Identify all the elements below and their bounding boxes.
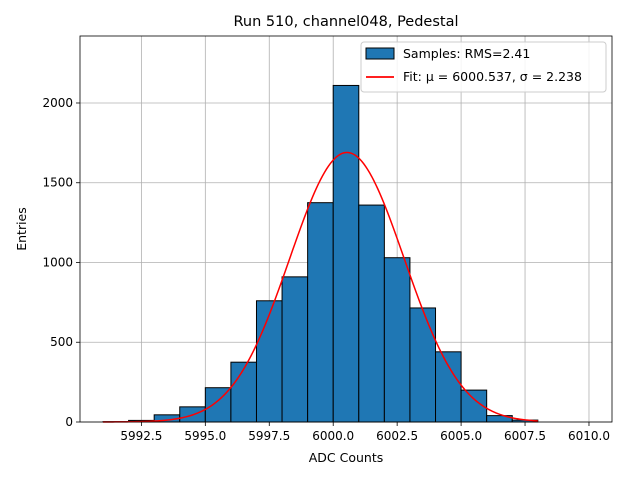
y-axis-label: Entries [14, 207, 29, 251]
histogram-bar-9 [332, 84, 360, 423]
fit-curve [103, 151, 538, 423]
histogram-bar-11 [383, 257, 411, 423]
x-tick-label-4: 6002.5 [376, 429, 418, 443]
histogram-bar-8 [307, 202, 334, 423]
chart-title: Run 510, channel048, Pedestal [233, 14, 458, 30]
x-tick-label-3: 6000.0 [312, 429, 354, 443]
histogram-bar-7 [281, 276, 309, 423]
x-tick-label-0: 5992.5 [120, 429, 162, 443]
x-tick-label-7: 6010.0 [568, 429, 610, 443]
legend-fit-label: Fit: μ = 6000.537, σ = 2.238 [403, 69, 582, 84]
x-tick-label-6: 6007.5 [504, 429, 546, 443]
y-tick-label-3: 1500 [42, 176, 73, 190]
x-axis-label: ADC Counts [309, 450, 384, 465]
y-tick-label-2: 1000 [42, 255, 73, 269]
legend-frame [360, 41, 607, 93]
y-axis-ticks: 0 500 1000 1500 2000 [42, 96, 80, 429]
legend-samples-label: Samples: RMS=2.41 [403, 46, 530, 61]
y-tick-label-4: 2000 [42, 96, 73, 110]
histogram-bars [102, 84, 539, 423]
histogram-bar-5 [230, 361, 257, 423]
plot-frame [79, 35, 613, 423]
x-tick-label-1: 5995.0 [184, 429, 226, 443]
legend-samples-swatch [365, 47, 395, 60]
x-axis-ticks: 5992.5 5995.0 5997.5 6000.0 6002.5 6005.0 6007… [120, 422, 610, 443]
histogram-bar-6 [255, 300, 283, 423]
legend: Samples: RMS=2.41 Fit: μ = 6000.537, σ =… [360, 41, 607, 93]
histogram-bar-12 [409, 307, 437, 423]
histogram-bar-13 [435, 351, 462, 423]
y-tick-label-1: 500 [50, 335, 73, 349]
histogram-bar-10 [358, 204, 385, 423]
x-tick-label-5: 6005.0 [440, 429, 482, 443]
x-tick-label-2: 5997.5 [248, 429, 290, 443]
y-tick-label-0: 0 [65, 415, 73, 429]
